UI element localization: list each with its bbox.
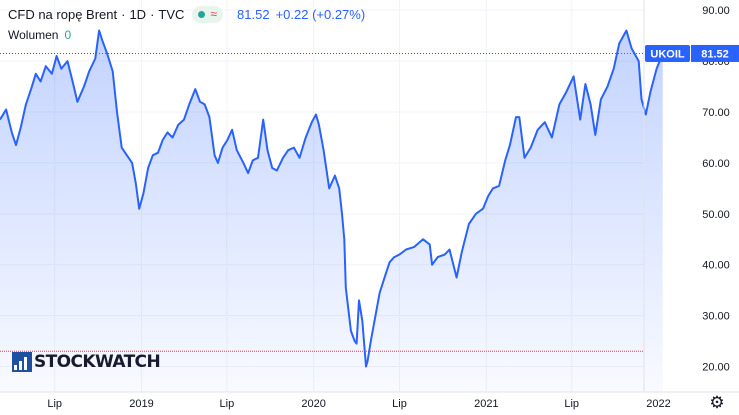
price-area-fill xyxy=(0,30,663,392)
price-tick-label: 90.00 xyxy=(702,5,730,17)
last-price: 81.52 xyxy=(237,6,270,22)
volume-label: Wolumen xyxy=(8,28,59,42)
stockwatch-logo: STOCKWATCH xyxy=(12,351,161,373)
price-line xyxy=(0,29,664,368)
exchange-label: TVC xyxy=(158,6,185,22)
price-tick-label: 40.00 xyxy=(702,260,730,272)
interval-label[interactable]: 1D xyxy=(129,6,147,22)
ticker-label: UKOIL xyxy=(650,48,685,60)
gear-icon[interactable]: ⚙ xyxy=(709,393,725,412)
last-value-label: 81.52 xyxy=(701,48,729,60)
separator: · xyxy=(121,6,126,22)
time-tick-label: 2021 xyxy=(474,398,498,410)
time-tick-label: Lip xyxy=(220,398,235,410)
time-tick-label: Lip xyxy=(392,398,407,410)
time-tick-label: 2020 xyxy=(301,398,325,410)
volume-value: 0 xyxy=(64,28,72,42)
price-tick-label: 20.00 xyxy=(702,362,730,374)
last-value-label-bg xyxy=(691,44,739,62)
separator: · xyxy=(150,6,155,22)
price-tick-label: 50.00 xyxy=(702,209,730,221)
time-axis[interactable]: Lip 2019 Lip 2020 Lip 2021 Lip 2022 xyxy=(47,398,670,410)
last-price-axis-label: UKOIL 81.52 xyxy=(645,44,739,62)
price-tick-label: 30.00 xyxy=(702,311,730,323)
market-status-pill[interactable]: ≈ xyxy=(192,5,224,23)
volume-legend[interactable]: Wolumen 0 xyxy=(8,28,71,42)
logo-text: STOCKWATCH xyxy=(34,352,161,372)
chart-legend-header: CFD na ropę Brent · 1D · TVC ≈ 81.52 +0.… xyxy=(8,5,365,23)
market-open-dot-icon xyxy=(198,10,206,18)
symbol-title[interactable]: CFD na ropę Brent xyxy=(8,6,118,22)
time-tick-label: Lip xyxy=(47,398,62,410)
price-tick-label: 70.00 xyxy=(702,107,730,119)
delayed-data-icon: ≈ xyxy=(210,7,218,21)
price-tick-label: 60.00 xyxy=(702,158,730,170)
ticker-label-bg xyxy=(645,44,690,62)
time-tick-label: 2022 xyxy=(646,398,670,410)
time-tick-label: Lip xyxy=(564,398,579,410)
time-tick-label: 2019 xyxy=(129,398,153,410)
price-change: +0.22 (+0.27%) xyxy=(275,6,366,22)
bar-chart-logo-icon xyxy=(12,352,32,372)
